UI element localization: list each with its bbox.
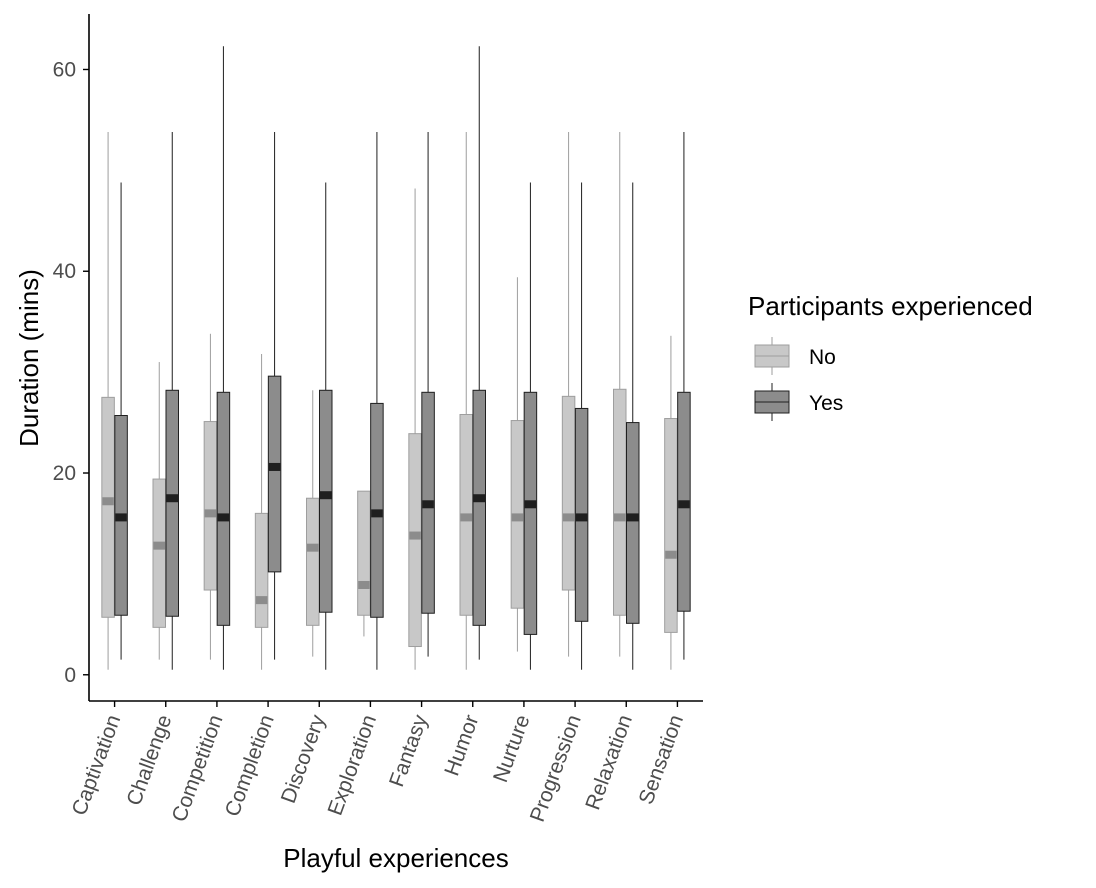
median-bar (204, 509, 217, 518)
x-tick-label: Progression (526, 712, 586, 825)
y-axis-title: Duration (mins) (14, 269, 44, 447)
box-no-progression (561, 132, 576, 657)
x-tick-label: Completion (221, 712, 279, 820)
median-bar (511, 513, 524, 522)
box-no-challenge (152, 362, 166, 660)
median-bar (358, 580, 370, 589)
median-bar (320, 491, 332, 500)
x-tick-label: Challenge (122, 712, 176, 809)
box-no-completion (254, 353, 269, 670)
box-body (165, 389, 179, 617)
median-bar (166, 494, 178, 503)
legend-keys: No Yes (754, 337, 843, 421)
box-body (254, 512, 269, 628)
box-body (319, 389, 333, 613)
box-no-relaxation (613, 132, 627, 657)
median-bar (614, 513, 626, 522)
median-bar (371, 509, 383, 518)
box-yes-competition (216, 46, 231, 670)
box-body (626, 422, 640, 624)
legend-key-no: No (754, 337, 836, 375)
box-no-sensation (664, 335, 678, 670)
median-bar (217, 513, 230, 522)
box-yes-humor (472, 46, 486, 660)
x-tick-label: Relaxation (581, 712, 637, 813)
box-body (203, 421, 218, 591)
median-bar (409, 531, 421, 540)
box-body (408, 433, 422, 648)
x-tick-label: Fantasy (385, 711, 432, 790)
box-body (561, 395, 576, 591)
legend-key-yes: Yes (754, 383, 843, 421)
median-bar (307, 543, 319, 552)
box-body (306, 497, 320, 626)
box-no-captivation (101, 132, 115, 670)
box-body (267, 375, 282, 573)
median-bar (473, 494, 485, 503)
box-yes-progression (574, 182, 589, 670)
x-tick-label: Sensation (635, 712, 689, 808)
y-tick-label: 0 (64, 664, 76, 687)
median-bar (102, 497, 114, 506)
median-bar (575, 513, 588, 522)
legend-label: No (809, 346, 836, 369)
median-bar (665, 550, 677, 559)
x-tick-label: Humor (440, 712, 483, 779)
median-bar (255, 596, 268, 605)
x-tick-label: Exploration (324, 712, 382, 819)
x-tick-label: Nurture (489, 712, 535, 786)
legend: Participants experienced No Yes (748, 291, 1033, 421)
box-no-nurture (510, 277, 525, 652)
box-yes-discovery (319, 182, 333, 670)
box-no-discovery (306, 390, 320, 657)
box-body (357, 490, 371, 616)
plot-area (101, 46, 691, 670)
median-bar (268, 462, 281, 471)
x-tick-label: Discovery (277, 711, 330, 806)
median-bar (678, 500, 690, 509)
median-bar (153, 541, 165, 550)
x-tick-label: Captivation (68, 712, 126, 819)
box-body (152, 478, 166, 628)
y-tick-label: 40 (53, 260, 76, 283)
box-no-humor (459, 132, 473, 670)
box-yes-sensation (677, 132, 691, 660)
box-yes-completion (267, 132, 282, 660)
box-yes-exploration (370, 132, 384, 670)
box-body (216, 391, 231, 626)
median-bar (627, 513, 639, 522)
box-no-fantasy (408, 188, 422, 670)
box-yes-relaxation (626, 182, 640, 670)
box-yes-nurture (523, 182, 538, 670)
y-tick-label: 60 (53, 58, 76, 81)
x-axis-title: Playful experiences (283, 843, 508, 873)
median-bar (115, 513, 127, 522)
box-yes-fantasy (421, 132, 435, 657)
legend-title: Participants experienced (748, 291, 1033, 321)
x-axis-ticks: CaptivationChallengeCompetitionCompletio… (68, 701, 688, 825)
median-bar (460, 513, 472, 522)
box-no-competition (203, 333, 218, 660)
y-tick-label: 20 (53, 462, 76, 485)
box-body (101, 396, 115, 618)
median-bar (562, 513, 575, 522)
y-axis-ticks: 0 20 40 60 (53, 58, 89, 687)
box-yes-challenge (165, 132, 179, 670)
box-no-exploration (357, 490, 371, 637)
legend-label: Yes (809, 392, 843, 415)
box-body (664, 418, 678, 633)
box-body (472, 389, 486, 626)
x-tick-label: Competition (168, 712, 228, 825)
median-bar (422, 500, 434, 509)
median-bar (524, 500, 537, 509)
box-yes-captivation (114, 182, 128, 660)
box-body (613, 388, 627, 616)
box-body (523, 391, 538, 635)
